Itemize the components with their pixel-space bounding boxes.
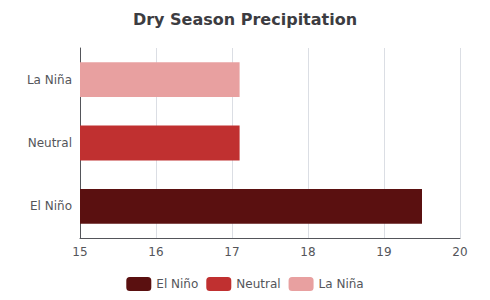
svg-text:El Niño: El Niño [30, 199, 72, 213]
svg-text:La Niña: La Niña [27, 73, 72, 87]
svg-text:La Niña: La Niña [319, 277, 364, 291]
svg-text:16: 16 [148, 245, 163, 259]
svg-text:20: 20 [452, 245, 467, 259]
svg-text:19: 19 [376, 245, 391, 259]
svg-text:Neutral: Neutral [236, 277, 280, 291]
svg-text:Neutral: Neutral [28, 136, 72, 150]
svg-text:17: 17 [224, 245, 239, 259]
svg-text:Dry Season Precipitation: Dry Season Precipitation [133, 10, 357, 29]
svg-text:El Niño: El Niño [156, 277, 198, 291]
svg-text:18: 18 [300, 245, 315, 259]
svg-text:15: 15 [72, 245, 87, 259]
